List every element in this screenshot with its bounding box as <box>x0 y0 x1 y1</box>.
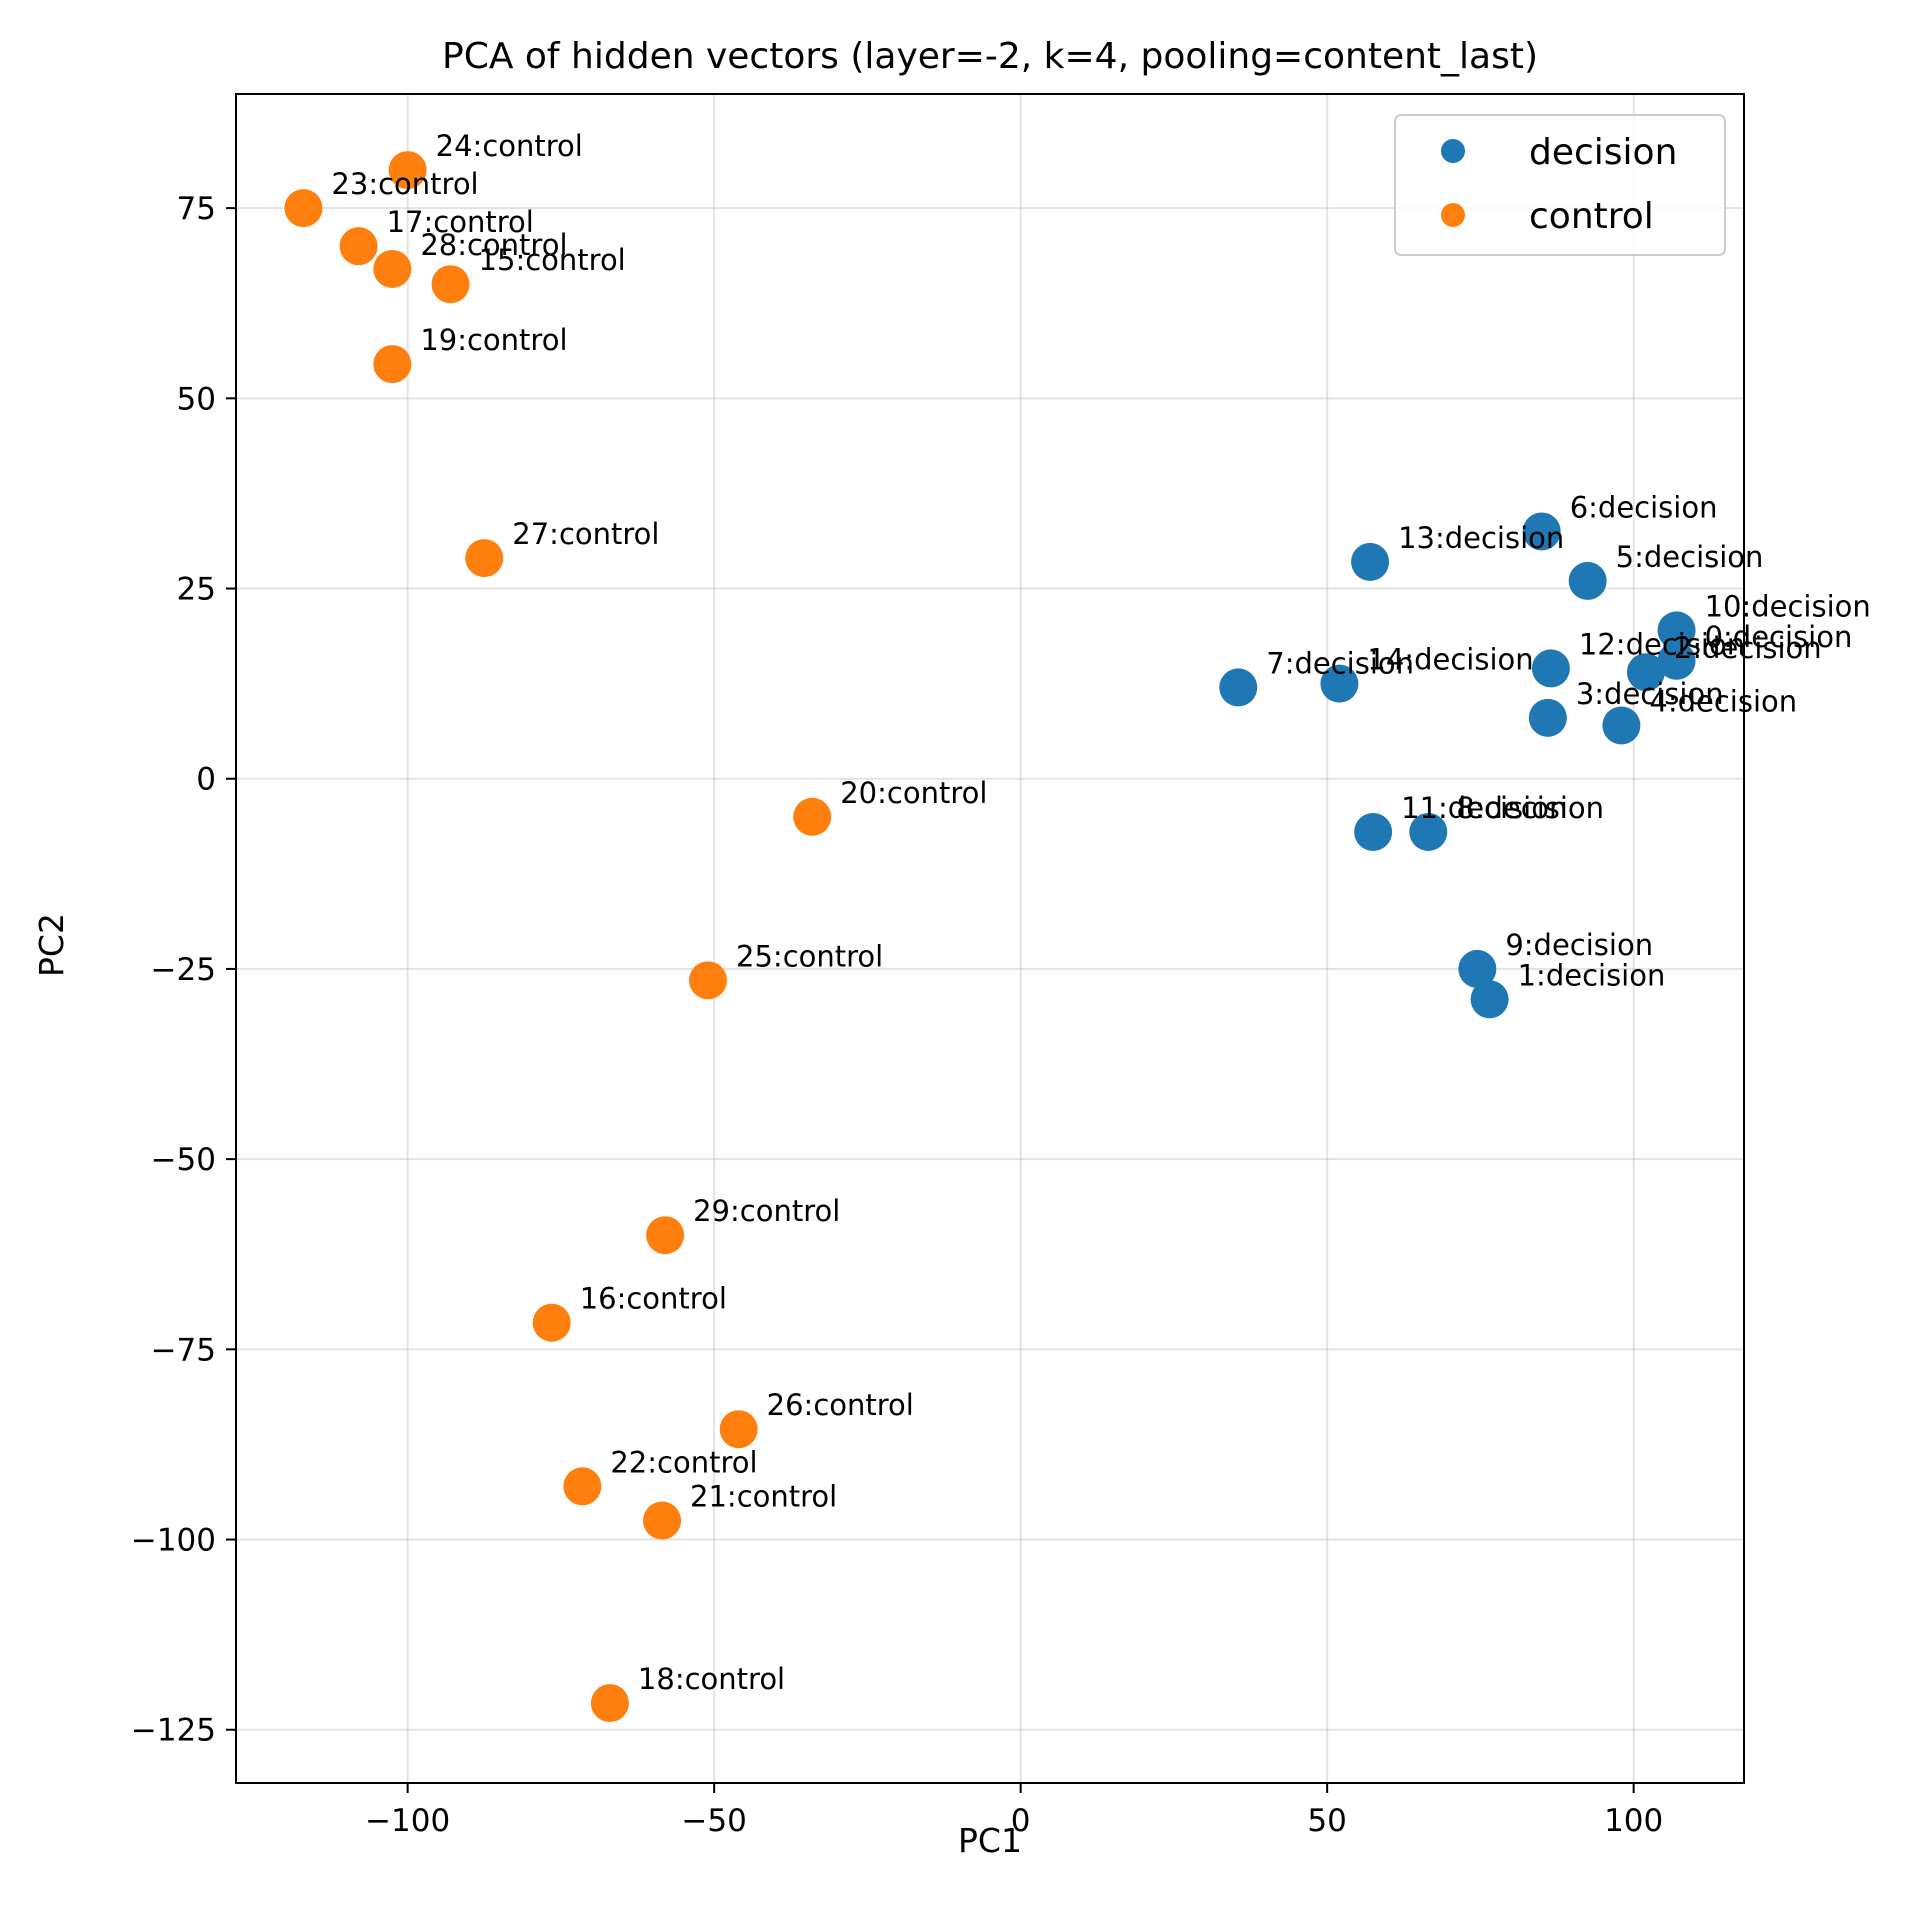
scatter-point-decision <box>1522 512 1561 551</box>
scatter-point-label: 15:control <box>479 243 626 277</box>
scatter-point-label: 10:decision <box>1705 589 1871 623</box>
scatter-point-label: 12:decision <box>1579 627 1745 661</box>
y-tick-label: −50 <box>151 1142 216 1178</box>
scatter-point-label: 22:control <box>610 1445 757 1479</box>
scatter-point-label: 6:decision <box>1570 490 1718 524</box>
chart-title: PCA of hidden vectors (layer=-2, k=4, po… <box>442 36 1538 77</box>
legend-marker-control <box>1441 203 1465 227</box>
scatter-point-control <box>284 189 323 228</box>
legend: decision control <box>1394 114 1726 256</box>
scatter-point-label: 13:decision <box>1398 521 1564 555</box>
scatter-point-control <box>689 961 728 1000</box>
scatter-point-decision <box>1320 664 1359 703</box>
y-tick-label: −75 <box>151 1332 216 1368</box>
x-tick-label: −50 <box>681 1803 746 1839</box>
scatter-point-label: 18:control <box>638 1662 785 1696</box>
x-tick-label: 0 <box>1011 1803 1031 1839</box>
scatter-point-control <box>532 1303 571 1342</box>
scatter-point-label: 11:decision <box>1401 791 1567 825</box>
scatter-point-decision <box>1354 812 1393 851</box>
scatter-point-decision <box>1458 949 1497 988</box>
scatter-point-label: 23:control <box>331 167 478 201</box>
scatter-point-decision <box>1657 641 1696 680</box>
legend-label-control: control <box>1529 196 1654 237</box>
scatter-point-label: 9:decision <box>1505 928 1653 962</box>
scatter-point-label: 16:control <box>580 1282 727 1316</box>
scatter-point-decision <box>1219 668 1258 707</box>
scatter-point-control <box>373 345 412 384</box>
scatter-point-control <box>465 539 504 578</box>
scatter-point-control <box>646 1216 685 1255</box>
x-axis-label: PC1 <box>958 1821 1022 1860</box>
scatter-point-decision <box>1409 812 1448 851</box>
legend-box <box>1394 114 1726 256</box>
x-tick-label: 100 <box>1604 1803 1663 1839</box>
scatter-point-label: 1:decision <box>1518 958 1666 992</box>
scatter-point-label: 29:control <box>693 1194 840 1228</box>
scatter-point-label: 19:control <box>420 323 567 357</box>
scatter-point-decision <box>1657 611 1696 650</box>
scatter-point-label: 14:decision <box>1367 643 1533 677</box>
y-axis-label: PC2 <box>32 913 71 977</box>
y-tick-label: 25 <box>177 572 216 608</box>
scatter-point-decision <box>1351 542 1390 581</box>
scatter-point-label: 26:control <box>767 1388 914 1422</box>
scatter-point-label: 4:decision <box>1649 684 1797 718</box>
scatter-point-decision <box>1626 653 1665 692</box>
scatter-point-control <box>388 151 427 190</box>
scatter-point-decision <box>1602 706 1641 745</box>
scatter-point-label: 3:decision <box>1576 677 1724 711</box>
scatter-point-label: 2:decision <box>1674 631 1822 665</box>
scatter-point-label: 0:decision <box>1705 620 1853 654</box>
scatter-point-label: 28:control <box>420 228 567 262</box>
scatter-point-control <box>373 249 412 288</box>
scatter-point-label: 27:control <box>512 517 659 551</box>
scatter-point-label: 5:decision <box>1616 540 1764 574</box>
scatter-point-label: 20:control <box>840 776 987 810</box>
data-point-labels: 0:decision 1:decision 2:decision 3:decision… <box>331 129 1870 1696</box>
scatter-point-label: 7:decision <box>1266 646 1414 680</box>
scatter-point-label: 24:control <box>436 129 583 163</box>
scatter-point-control <box>563 1467 602 1506</box>
data-points <box>284 151 1696 1723</box>
y-tick-label: −125 <box>131 1713 216 1749</box>
legend-marker-decision <box>1441 139 1465 163</box>
y-tick-label: 50 <box>177 381 216 417</box>
axis-ticks <box>226 207 1635 1793</box>
scatter-point-control <box>793 797 832 836</box>
scatter-point-label: 17:control <box>387 205 534 239</box>
scatter-point-control <box>339 227 378 266</box>
x-tick-label: 50 <box>1307 1803 1346 1839</box>
scatter-point-decision <box>1531 649 1570 688</box>
legend-label-decision: decision <box>1529 132 1677 173</box>
scatter-point-label: 25:control <box>736 939 883 973</box>
y-tick-label: −25 <box>151 952 216 988</box>
scatter-point-decision <box>1528 698 1567 737</box>
scatter-point-decision <box>1470 980 1509 1019</box>
scatter-point-control <box>431 265 470 304</box>
scatter-point-decision <box>1568 561 1607 600</box>
plot-frame <box>235 93 1745 1784</box>
y-tick-label: 75 <box>177 191 216 227</box>
scatter-point-control <box>643 1501 682 1540</box>
y-tick-label: −100 <box>131 1523 216 1559</box>
x-tick-label: −100 <box>365 1803 450 1839</box>
scatter-point-label: 21:control <box>690 1480 837 1514</box>
y-tick-label: 0 <box>196 762 216 798</box>
scatter-point-label: 8:decision <box>1456 791 1604 825</box>
axis-tick-labels: −100 −50 0 50 100 75 50 25 0 −25 −50 −75 −100 −125 <box>131 191 1663 1839</box>
scatter-point-control <box>590 1684 629 1723</box>
scatter-point-control <box>719 1410 758 1449</box>
